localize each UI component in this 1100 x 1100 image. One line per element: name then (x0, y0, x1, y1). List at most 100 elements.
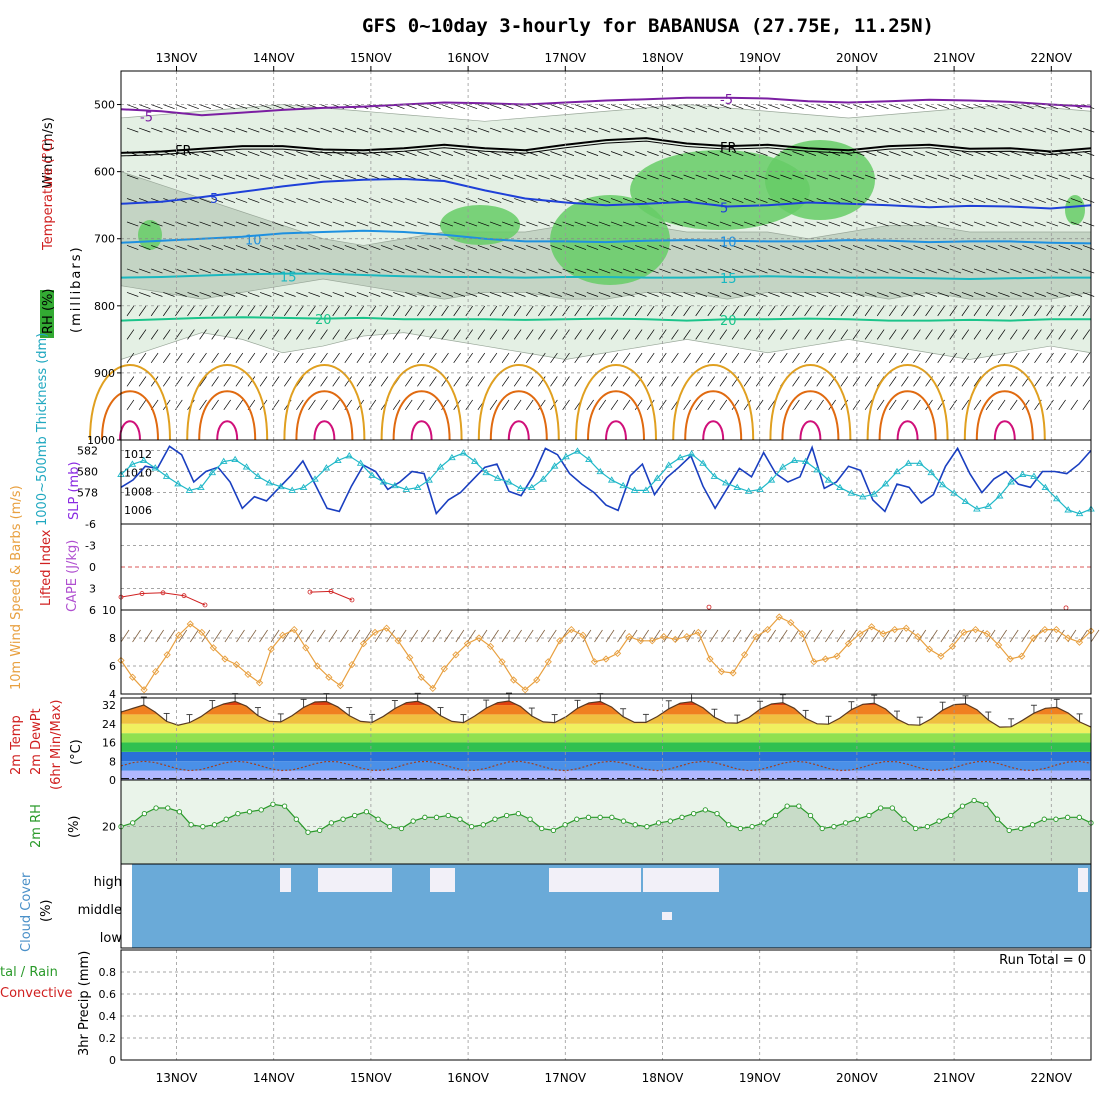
cloud-high-gap (318, 868, 392, 892)
wind-barb (1022, 198, 1034, 203)
wind-barb (719, 376, 728, 387)
wind-barb (804, 292, 816, 297)
wind-barb (259, 104, 272, 109)
wind-barb (622, 104, 635, 109)
isotherm-label: FR (175, 144, 192, 159)
wind10m-point (452, 651, 460, 659)
rh2m-point (831, 824, 837, 830)
lifted-tick-label: -6 (85, 518, 96, 531)
wind-barb (465, 329, 473, 340)
wind-barb (925, 198, 937, 203)
rh-high-area (440, 205, 520, 245)
rh2m-point (305, 829, 311, 835)
wind-barb (840, 305, 849, 317)
wind-barb (320, 329, 328, 340)
wind-barb (513, 376, 522, 387)
low-level-contour (672, 364, 755, 441)
lifted-tick-label: 0 (89, 561, 96, 574)
wind10m-point (498, 658, 506, 666)
wind-barb (998, 127, 1010, 133)
wind-barb (743, 376, 752, 387)
wind-barb (272, 151, 284, 156)
wind-barb (308, 245, 320, 250)
wind-barb (852, 329, 861, 340)
wind-barb (731, 292, 744, 297)
slp-point (642, 486, 650, 493)
wind-barb (126, 376, 135, 387)
wind-barb (949, 268, 962, 274)
wind-barb (1070, 268, 1083, 274)
wind-barb (622, 329, 631, 340)
wind-barb (780, 305, 788, 317)
wind-barb (477, 104, 490, 109)
wind-barb (175, 305, 183, 317)
thickness-tick-label: 578 (77, 487, 98, 500)
wind-barb (320, 174, 332, 180)
slp-point (528, 483, 536, 491)
wind-barb (538, 376, 546, 387)
wind-barb (598, 245, 611, 250)
wind-barb (889, 352, 897, 364)
wind-barb (671, 104, 683, 109)
wind-barb (441, 329, 449, 340)
wind-barb (392, 399, 401, 411)
wind-barb (562, 174, 574, 180)
wind-barb (417, 198, 429, 203)
wind-barb (610, 151, 623, 156)
wind-barb (949, 174, 962, 180)
wind-barb (489, 352, 498, 364)
bottom-date-label: 16NOV (447, 1071, 489, 1085)
wind-barb (804, 127, 816, 133)
wind-barb (901, 221, 913, 227)
wind-barb (816, 329, 824, 340)
lifted-index-line (120, 592, 206, 606)
wind10m-point (359, 639, 368, 648)
wind-barb (961, 268, 974, 274)
wind-barb (731, 352, 740, 364)
slp-point (482, 468, 490, 476)
wind-barb (598, 198, 611, 203)
wind-barb (864, 174, 877, 180)
wind-barb (163, 104, 175, 109)
wind-barb (647, 174, 659, 180)
wind-barb (985, 174, 998, 180)
wind-barb (211, 376, 219, 387)
wind-barb (913, 268, 925, 274)
rh-high-area (550, 195, 670, 285)
wind-barb (235, 174, 248, 180)
wind10m-point (579, 631, 587, 639)
wind10m-point (382, 624, 391, 632)
wind-barb (332, 305, 340, 317)
wind-barb (163, 245, 175, 250)
wind10m-barb (374, 629, 384, 643)
wind-barb (259, 329, 268, 340)
wind-barb (1070, 305, 1078, 317)
wind-barb (417, 305, 425, 317)
wind-barb (683, 329, 691, 340)
slp-point (265, 479, 274, 486)
wind-barb (247, 352, 256, 364)
wind-barb (840, 174, 853, 180)
rh2m-point (1029, 822, 1036, 828)
wind-barb (780, 352, 788, 364)
wind-barb (719, 352, 728, 364)
wind-barb (344, 151, 357, 156)
wind-barb (755, 352, 764, 364)
slp-point (413, 483, 422, 491)
wind-barb (344, 174, 357, 180)
wind-barb (804, 352, 812, 364)
wind10m-point (798, 630, 806, 638)
top-date-label: 22NOV (1030, 51, 1072, 65)
slp-point (140, 456, 148, 463)
wind-barb (743, 268, 756, 274)
wind-barb (816, 399, 824, 411)
wind-barb (780, 221, 792, 227)
wind-barb (659, 352, 667, 364)
wind-barb (901, 198, 913, 203)
wind-barb (405, 127, 417, 133)
wind-barb (175, 174, 187, 180)
rh2m-area (121, 800, 1091, 864)
wind-barb (901, 376, 909, 387)
wind-barb (175, 292, 187, 297)
